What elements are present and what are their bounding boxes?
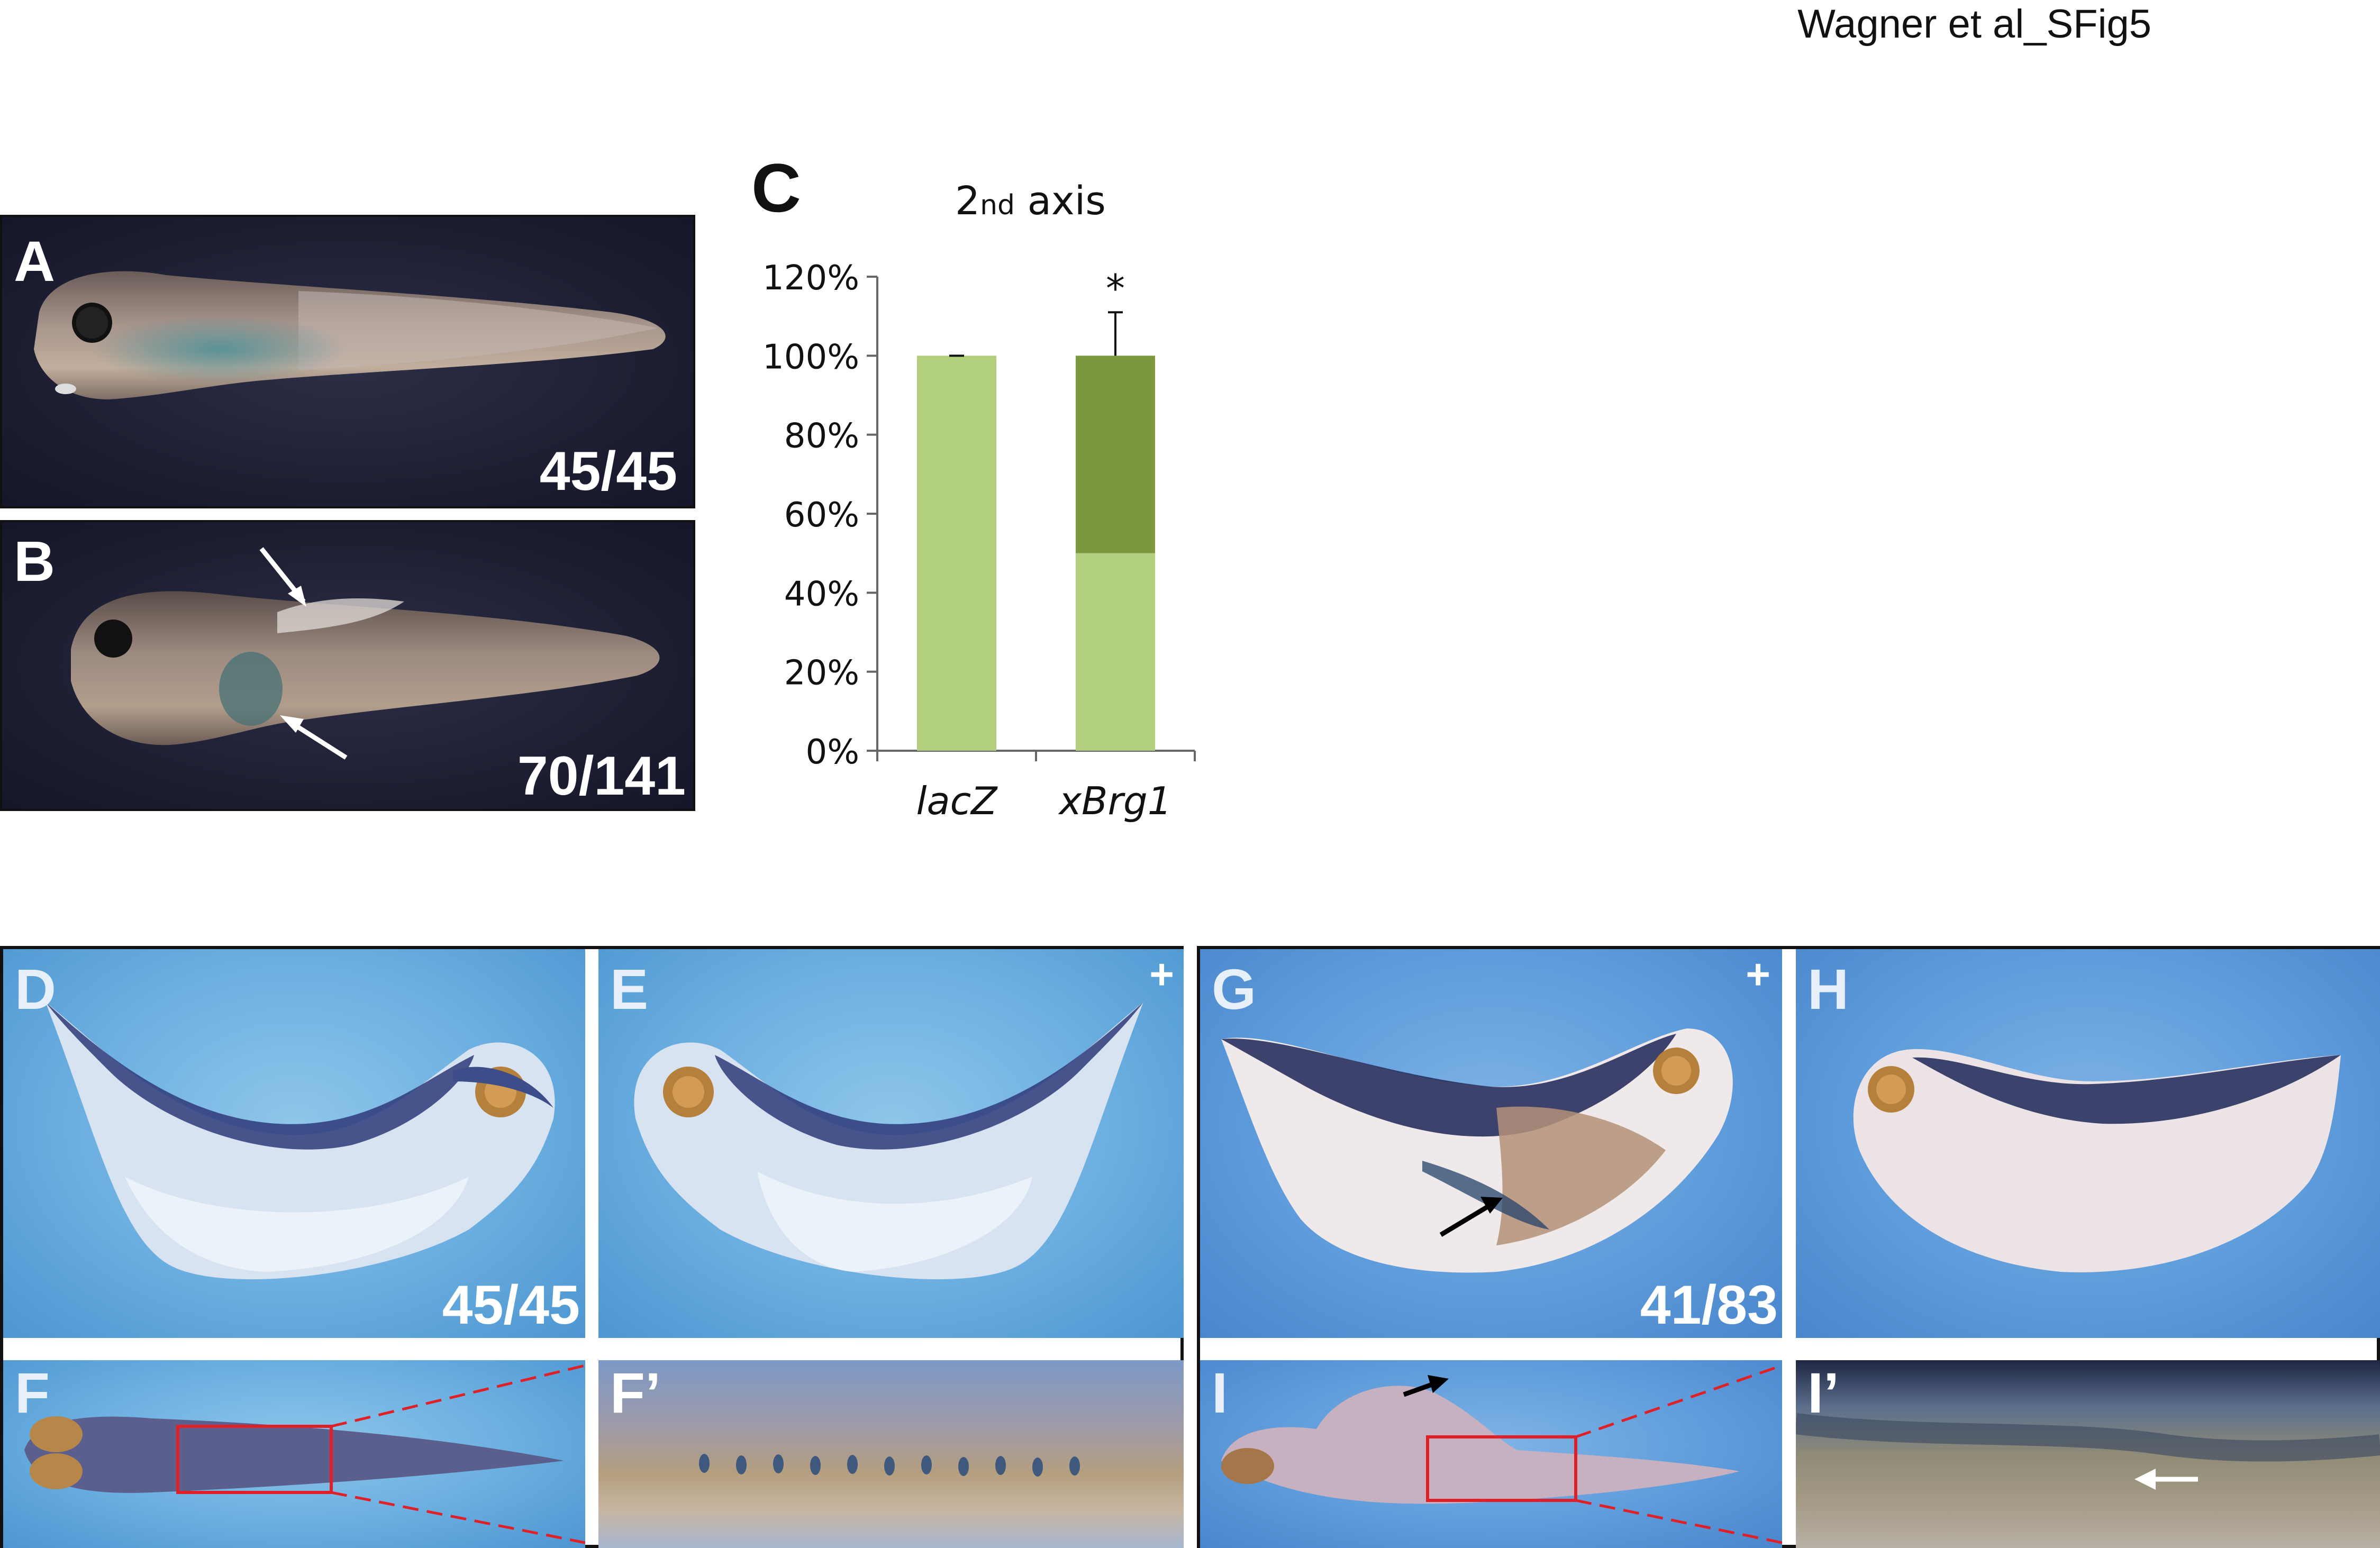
panel-h-photo: H (1796, 949, 2380, 1338)
bar-xBrg1-segment-1 (1076, 356, 1155, 553)
chart-title: 2nd axis (955, 178, 1106, 224)
panel-e-photo: E + (598, 949, 1184, 1338)
x-tick-label-xBrg1: xBrg1 (1058, 779, 1171, 823)
zoom-i-prime-image (1796, 1413, 2380, 1490)
panel-i-prime-photo: I’ (1796, 1360, 2380, 1548)
panel-f-label: F (15, 1361, 50, 1425)
y-tick-label: 100% (762, 338, 859, 377)
panel-d-count: 45/45 (442, 1274, 580, 1336)
group-ghi-frame: G + 41/83 H I I’ (1197, 946, 2380, 1548)
panel-a-photo: A 45/45 (0, 215, 695, 508)
panel-a-label: A (14, 229, 55, 293)
panel-c-label: C (751, 149, 801, 226)
panel-f-photo: F (3, 1360, 585, 1548)
panel-i-label: I (1212, 1361, 1228, 1425)
panel-d-label: D (15, 957, 56, 1021)
embryo-h-image (1853, 1049, 2341, 1272)
embryo-i-image (1221, 1364, 1782, 1544)
figure-title: Wagner et al_SFig5 (1797, 2, 2151, 47)
panel-g-label: G (1212, 957, 1257, 1021)
panel-e-label: E (610, 957, 649, 1021)
panel-b-count: 70/141 (517, 745, 686, 807)
tadpole-a-image (34, 271, 666, 399)
tadpole-b-image (71, 547, 660, 760)
panel-i-prime-label: I’ (1807, 1361, 1840, 1425)
y-tick-label: 80% (784, 417, 859, 456)
panel-g-count: 41/83 (1640, 1274, 1778, 1336)
zoom-f-prime-image (699, 1454, 1080, 1477)
bar-lacZ-segment-0 (917, 356, 996, 751)
panel-f-prime-photo: F’ (598, 1360, 1184, 1548)
panel-d-photo: D 45/45 (3, 949, 585, 1338)
embryo-e-image (634, 1002, 1143, 1280)
y-tick-label: 20% (784, 654, 859, 693)
y-tick-label: 120% (762, 259, 859, 298)
panel-b-photo: B 70/141 (0, 520, 695, 811)
panel-i-photo: I (1200, 1360, 1782, 1548)
bar-chart: 2nd axis 0% 20% 40% 60% 80% 100% 120% lacZ * xBrg1 (762, 178, 1196, 823)
panel-g-plus: + (1746, 951, 1770, 998)
embryo-g-image (1221, 1028, 1733, 1273)
panel-c-chart: C 2nd axis 0% 20% 40% 60% 80% 100% 120% lacZ * xBr… (730, 153, 1228, 857)
panel-g-photo: G + 41/83 (1200, 949, 1782, 1338)
y-tick-label: 60% (784, 496, 859, 535)
group-def-frame: D 45/45 E + F (0, 946, 1184, 1548)
y-tick-label: 40% (784, 575, 859, 614)
bar-xBrg1-segment-0 (1076, 553, 1155, 751)
embryo-f-image (24, 1364, 585, 1544)
significance-marker: * (1106, 266, 1125, 311)
panel-e-plus: + (1149, 951, 1174, 998)
panel-b-label: B (14, 529, 55, 593)
y-tick-label: 0% (805, 733, 859, 772)
x-tick-label-lacZ: lacZ (916, 779, 998, 823)
panel-f-prime-label: F’ (610, 1361, 661, 1425)
panel-h-label: H (1807, 957, 1849, 1021)
panel-a-count: 45/45 (539, 441, 677, 502)
embryo-d-image (46, 1002, 555, 1280)
